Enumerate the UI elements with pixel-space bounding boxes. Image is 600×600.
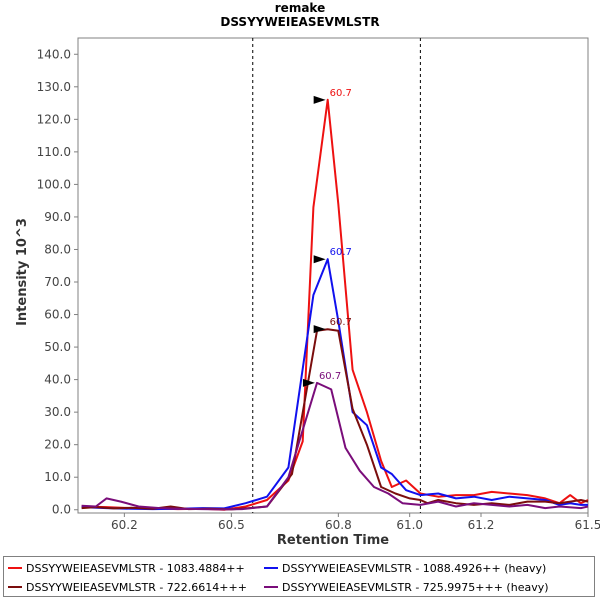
chart-subtitle: DSSYYWEIEASEVMLSTR	[220, 15, 379, 29]
y-tick-label: 0.0	[52, 503, 71, 517]
legend-item: DSSYYWEIEASEVMLSTR - 725.9975+++ (heavy)	[264, 578, 549, 596]
y-axis-label: Intensity 10^3	[15, 218, 30, 326]
x-axis: 60.2 60.5 60.8 61.0 61.2 61.5	[111, 513, 600, 532]
y-tick-label: 60.0	[44, 308, 71, 322]
plot-area	[77, 37, 589, 514]
x-tick-label: 61.2	[468, 518, 495, 532]
x-axis-label: Retention Time	[277, 533, 389, 548]
x-tick-label: 60.2	[111, 518, 138, 532]
y-tick-label: 50.0	[44, 340, 71, 354]
y-tick-label: 40.0	[44, 373, 71, 387]
y-tick-label: 100.0	[37, 177, 71, 191]
legend-item: DSSYYWEIEASEVMLSTR - 722.6614+++	[8, 578, 247, 596]
peak-marker	[313, 255, 326, 264]
y-tick-label: 80.0	[44, 242, 71, 256]
peak-marker	[313, 325, 326, 334]
legend-item: DSSYYWEIEASEVMLSTR - 1088.4926++ (heavy)	[264, 559, 546, 577]
legend-label: DSSYYWEIEASEVMLSTR - 722.6614+++	[26, 580, 247, 594]
peak-markers: 60.7 60.7 60.7 60.7	[302, 88, 352, 387]
chart-title: remake	[275, 1, 325, 15]
series-line	[81, 381, 589, 511]
legend-swatch	[264, 586, 278, 588]
legend-label: DSSYYWEIEASEVMLSTR - 1088.4926++ (heavy)	[282, 561, 547, 575]
legend-label: DSSYYWEIEASEVMLSTR - 725.9975+++ (heavy)	[282, 580, 549, 594]
y-tick-label: 90.0	[44, 210, 71, 224]
legend-swatch	[264, 567, 278, 569]
legend-swatch	[8, 586, 22, 588]
y-tick-label: 140.0	[37, 47, 71, 61]
chromatogram-chart: remake DSSYYWEIEASEVMLSTR 0.0 10.0 20.0 30.…	[15, 1, 600, 548]
integration-boundaries	[252, 38, 421, 513]
legend-item: DSSYYWEIEASEVMLSTR - 1083.4884++	[8, 559, 245, 577]
peak-marker	[313, 95, 326, 104]
peak-label: 60.7	[330, 317, 352, 328]
y-tick-label: 110.0	[37, 145, 71, 159]
y-tick-label: 70.0	[44, 275, 71, 289]
y-axis: 0.0 10.0 20.0 30.0 40.0 50.0 60.0 70.0 80.0 90.0 1…	[37, 47, 78, 517]
peak-label: 60.7	[319, 371, 341, 382]
legend-label: DSSYYWEIEASEVMLSTR - 1083.4884++	[26, 561, 245, 575]
x-tick-label: 61.5	[575, 518, 600, 532]
peak-label: 60.7	[330, 88, 352, 99]
y-tick-label: 20.0	[44, 438, 71, 452]
series-line	[81, 328, 589, 511]
chart-legend: DSSYYWEIEASEVMLSTR - 1083.4884++ DSSYYWE…	[3, 556, 595, 597]
x-tick-label: 61.0	[396, 518, 423, 532]
y-tick-label: 120.0	[37, 112, 71, 126]
x-tick-label: 60.5	[218, 518, 245, 532]
series-lines	[81, 98, 589, 511]
peak-label: 60.7	[330, 247, 352, 258]
y-tick-label: 10.0	[44, 470, 71, 484]
peak-marker	[302, 378, 315, 387]
y-tick-label: 130.0	[37, 80, 71, 94]
x-tick-label: 60.8	[325, 518, 352, 532]
legend-swatch	[8, 567, 22, 569]
y-tick-label: 30.0	[44, 405, 71, 419]
